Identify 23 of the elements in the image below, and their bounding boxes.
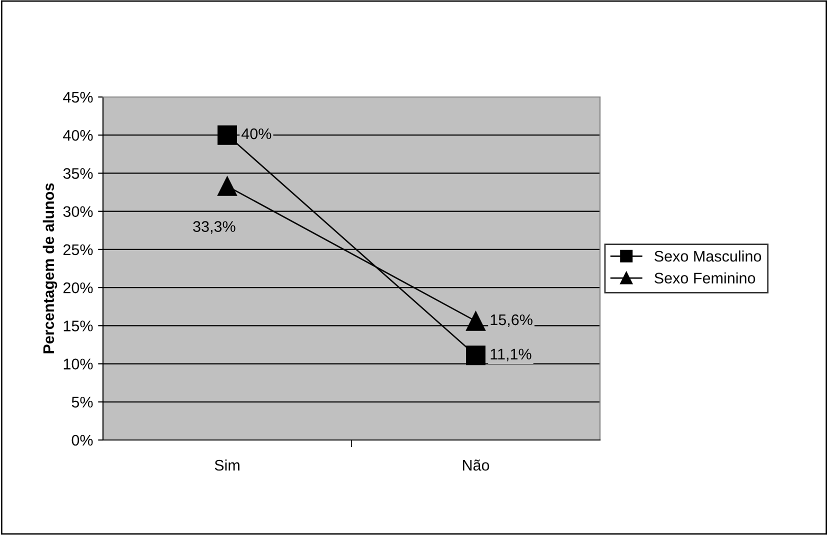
y-tick-label: 5% — [72, 396, 93, 408]
x-tick-label: Não — [462, 460, 490, 471]
y-tick-label: 30% — [63, 206, 93, 218]
legend-label: Sexo Feminino — [654, 272, 756, 284]
data-label: 40% — [241, 128, 272, 140]
point — [466, 311, 486, 331]
data-label: 15,6% — [490, 314, 532, 327]
point — [466, 346, 486, 366]
y-tick-label: 20% — [63, 282, 93, 294]
y-tick-label: 40% — [63, 130, 93, 141]
y-tick-label: 0% — [72, 434, 93, 446]
x-tick-label: Sim — [214, 459, 240, 471]
legend-label: Sexo Masculino — [654, 250, 762, 262]
y-tick-label: 35% — [63, 168, 93, 179]
y-tick-label: 15% — [64, 320, 93, 332]
data-label: 11,1% — [490, 348, 532, 362]
point — [218, 176, 237, 196]
y-axis-title: Percentagem de alunos — [42, 183, 58, 354]
y-tick-label: 10% — [64, 358, 93, 370]
data-label: 33,3% — [193, 221, 236, 234]
point — [218, 125, 237, 145]
y-tick-label: 25% — [63, 244, 93, 256]
y-tick-label: 45% — [63, 92, 93, 103]
